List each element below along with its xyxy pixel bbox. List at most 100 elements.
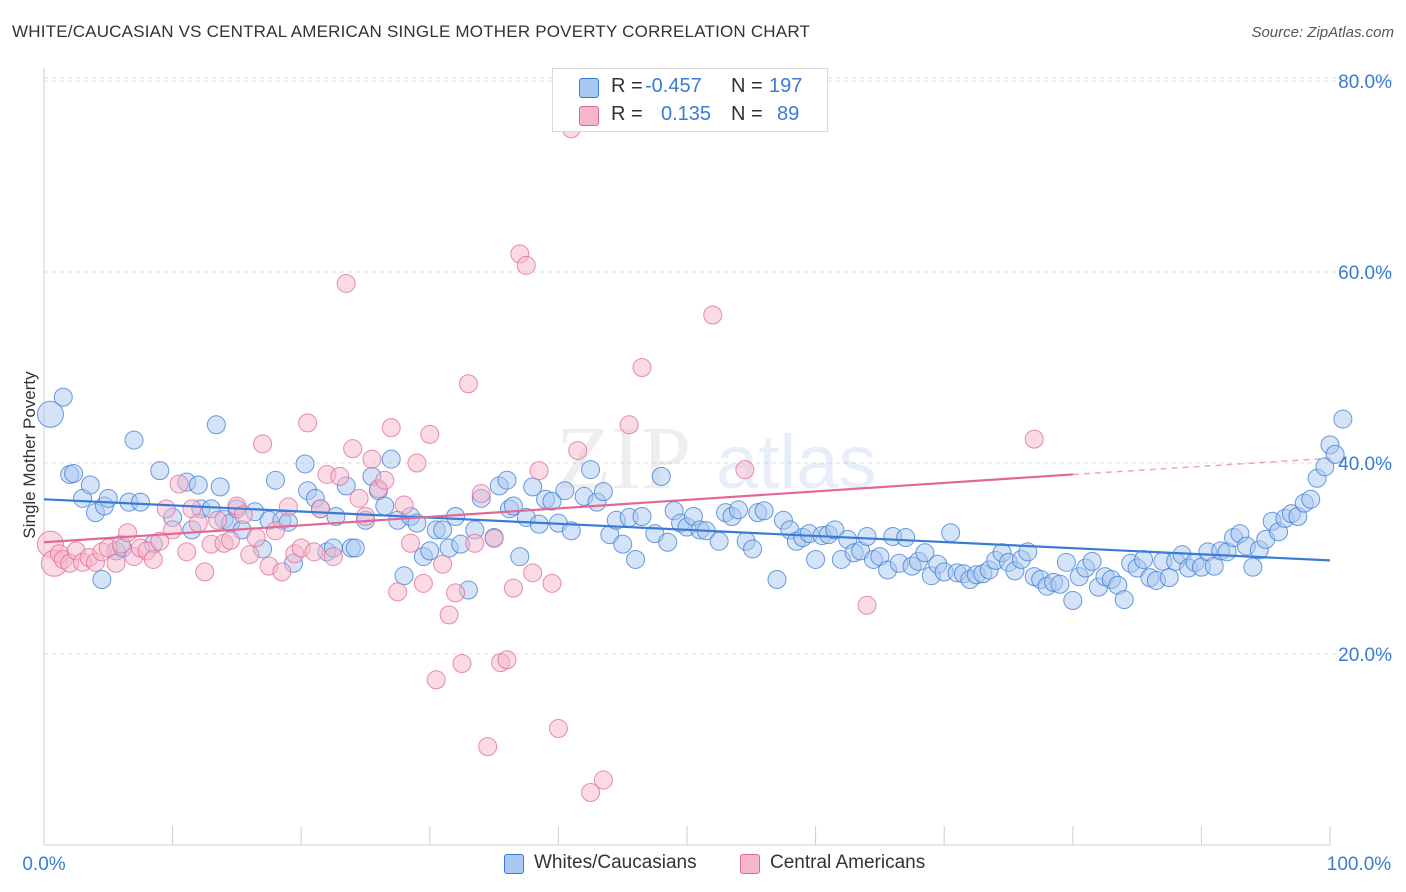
data-point xyxy=(1063,591,1083,611)
data-point xyxy=(98,488,118,508)
trend-line-central-americans xyxy=(43,473,1073,544)
data-point xyxy=(394,566,414,586)
data-point xyxy=(1315,457,1335,477)
data-point xyxy=(593,482,613,502)
data-point xyxy=(529,461,549,481)
data-point xyxy=(1301,489,1321,509)
data-point xyxy=(349,488,369,508)
data-point xyxy=(503,578,523,598)
trend-line-central-americans-extrapolated xyxy=(1072,457,1331,476)
data-point xyxy=(516,255,536,275)
data-point xyxy=(298,413,318,433)
data-point xyxy=(1325,444,1345,464)
data-point xyxy=(143,549,163,569)
legend-swatch-central-americans xyxy=(740,854,760,874)
data-point xyxy=(593,770,613,790)
data-point xyxy=(304,542,324,562)
y-axis-label: Single Mother Poverty xyxy=(20,371,39,539)
r-label: R = xyxy=(611,103,643,125)
data-point xyxy=(548,718,568,738)
data-point xyxy=(381,418,401,438)
data-point xyxy=(381,449,401,469)
data-point xyxy=(581,782,601,802)
series-central-americans-points xyxy=(36,119,1044,802)
data-point xyxy=(330,466,350,486)
data-point xyxy=(1024,429,1044,449)
data-point xyxy=(465,533,485,553)
n-value: 89 xyxy=(777,103,800,125)
data-point xyxy=(446,583,466,603)
data-point xyxy=(857,595,877,615)
data-point xyxy=(896,527,916,547)
data-point xyxy=(743,539,763,559)
data-point xyxy=(118,523,138,543)
data-point xyxy=(523,477,543,497)
data-point xyxy=(420,424,440,444)
data-point xyxy=(240,545,260,565)
stats-row-central-americans: R = 0.135 N = 89 xyxy=(553,100,827,128)
y-tick-label: 60.0% xyxy=(1338,263,1392,284)
data-point xyxy=(220,530,240,550)
data-point xyxy=(323,547,343,567)
data-point xyxy=(401,533,421,553)
data-point xyxy=(1243,557,1263,577)
chart-source: Source: ZipAtlas.com xyxy=(1251,24,1394,41)
data-point xyxy=(188,475,208,495)
data-point xyxy=(709,531,729,551)
data-point xyxy=(375,496,395,516)
data-point xyxy=(484,528,504,548)
y-tick-label: 20.0% xyxy=(1338,645,1392,666)
data-point xyxy=(728,500,748,520)
data-point xyxy=(1333,409,1353,429)
data-point xyxy=(163,520,183,540)
data-point xyxy=(542,491,562,511)
data-point xyxy=(80,475,100,495)
data-point xyxy=(613,534,633,554)
data-point xyxy=(188,513,208,533)
data-point xyxy=(619,415,639,435)
data-point xyxy=(510,547,530,567)
data-point xyxy=(426,670,446,690)
data-point xyxy=(1114,590,1134,610)
data-point xyxy=(658,532,678,552)
data-point xyxy=(420,541,440,561)
data-point xyxy=(825,520,845,540)
data-point xyxy=(394,495,414,515)
legend-swatch-whites xyxy=(504,854,524,874)
data-point xyxy=(356,506,375,526)
axes xyxy=(43,68,1331,846)
data-point xyxy=(150,531,170,551)
data-point xyxy=(523,563,543,583)
legend-swatch-central-americans xyxy=(579,106,599,126)
chart-title: WHITE/CAUCASIAN VS CENTRAL AMERICAN SING… xyxy=(12,22,811,41)
data-point xyxy=(471,484,491,504)
y-tick-label: 40.0% xyxy=(1338,454,1392,475)
data-point xyxy=(497,650,517,670)
data-point xyxy=(106,553,126,573)
data-point xyxy=(156,499,176,519)
n-value: 197 xyxy=(769,75,803,97)
tick-labels: 20.0% 40.0% 60.0% 80.0% 0.0% 100.0% xyxy=(22,72,1392,875)
data-point xyxy=(754,501,774,521)
data-point xyxy=(561,521,581,541)
data-point xyxy=(208,510,228,530)
data-point xyxy=(857,527,877,547)
data-point xyxy=(915,543,935,563)
data-point xyxy=(310,499,330,519)
data-point xyxy=(478,737,498,757)
data-point xyxy=(210,477,230,497)
data-point xyxy=(941,523,961,543)
trend-lines xyxy=(43,457,1331,562)
data-point xyxy=(413,573,433,593)
data-point xyxy=(1056,552,1076,572)
data-point xyxy=(555,481,575,501)
trend-line-whites xyxy=(43,498,1331,562)
data-point xyxy=(36,400,64,428)
legend-swatch-whites xyxy=(579,78,599,98)
x-tick-label-min: 0.0% xyxy=(22,854,65,875)
data-point xyxy=(150,461,170,481)
data-point xyxy=(246,527,266,547)
data-point xyxy=(169,474,189,494)
data-point xyxy=(64,464,84,484)
